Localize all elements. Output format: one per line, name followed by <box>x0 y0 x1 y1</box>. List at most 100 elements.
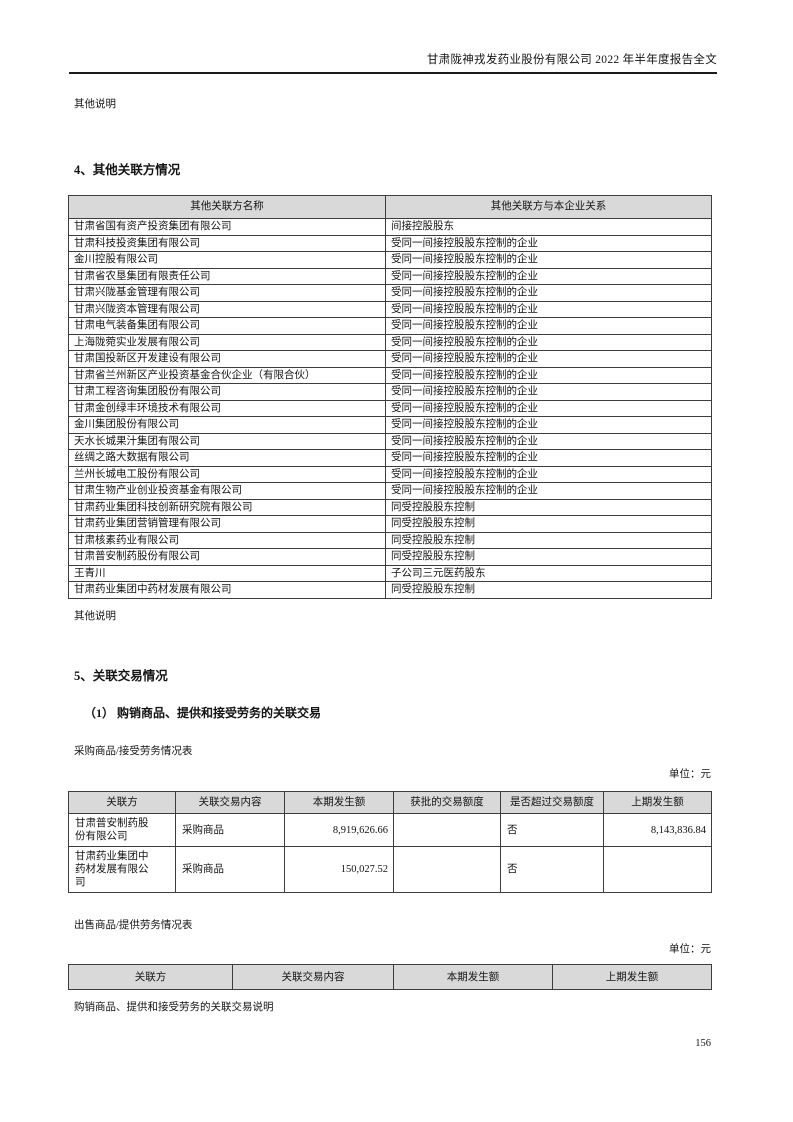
table-header-row: 其他关联方名称 其他关联方与本企业关系 <box>68 195 712 219</box>
column-header: 是否超过交易额度 <box>500 791 604 814</box>
table-row: 甘肃国投新区开发建设有限公司 受同一间接控股股东控制的企业 <box>68 350 712 368</box>
table-row: 甘肃普安制药股份有限公司 采购商品 8,919,626.66 否 8,143,836.8… <box>68 813 712 847</box>
table-row: 甘肃工程咨询集团股份有限公司 受同一间接控股股东控制的企业 <box>68 383 712 401</box>
table-row: 金川控股有限公司 受同一间接控股股东控制的企业 <box>68 251 712 269</box>
table-cell: 8,919,626.66 <box>284 813 394 847</box>
table-cell: 同受控股股东控制 <box>385 515 712 533</box>
column-header: 本期发生额 <box>284 791 394 814</box>
table-cell: 受同一间接控股股东控制的企业 <box>385 267 712 285</box>
table-cell: 受同一间接控股股东控制的企业 <box>385 449 712 467</box>
table-row: 甘肃药业集团科技创新研究院有限公司 同受控股股东控制 <box>68 498 712 516</box>
table-cell: 甘肃药业集团营销管理有限公司 <box>68 515 386 533</box>
table-cell: 甘肃生物产业创业投资基金有限公司 <box>68 482 386 500</box>
other-note-top: 其他说明 <box>74 99 116 110</box>
table-cell: 甘肃省农垦集团有限责任公司 <box>68 267 386 285</box>
purchase-unit-label: 单位：元 <box>669 769 711 780</box>
table-cell: 天水长城果汁集团有限公司 <box>68 432 386 450</box>
table-cell: 受同一间接控股股东控制的企业 <box>385 251 712 269</box>
table-cell: 受同一间接控股股东控制的企业 <box>385 234 712 252</box>
table-row: 甘肃电气装备集团有限公司 受同一间接控股股东控制的企业 <box>68 317 712 335</box>
table-cell: 受同一间接控股股东控制的企业 <box>385 317 712 335</box>
table-cell: 受同一间接控股股东控制的企业 <box>385 366 712 384</box>
column-header: 获批的交易额度 <box>393 791 501 814</box>
column-header: 关联方 <box>68 964 233 990</box>
table-cell: 甘肃工程咨询集团股份有限公司 <box>68 383 386 401</box>
table-cell: 甘肃普安制药股份有限公司 <box>68 813 176 847</box>
table-cell: 受同一间接控股股东控制的企业 <box>385 465 712 483</box>
table-row: 甘肃兴陇基金管理有限公司 受同一间接控股股东控制的企业 <box>68 284 712 302</box>
table-cell: 同受控股股东控制 <box>385 581 712 599</box>
subsection1-title: （1） 购销商品、提供和接受劳务的关联交易 <box>84 706 322 720</box>
column-header: 本期发生额 <box>393 964 553 990</box>
transaction-note: 购销商品、提供和接受劳务的关联交易说明 <box>74 1002 274 1013</box>
table-cell: 金川集团股份有限公司 <box>68 416 386 434</box>
table-cell: 兰州长城电工股份有限公司 <box>68 465 386 483</box>
table-cell: 同受控股股东控制 <box>385 498 712 516</box>
table-cell: 受同一间接控股股东控制的企业 <box>385 300 712 318</box>
column-header: 关联交易内容 <box>175 791 285 814</box>
table-cell <box>603 846 712 893</box>
sales-table: 关联方 关联交易内容 本期发生额 上期发生额 <box>68 964 712 990</box>
table-row: 甘肃核素药业有限公司 同受控股股东控制 <box>68 531 712 549</box>
table-header-row: 关联方 关联交易内容 本期发生额 上期发生额 <box>68 964 712 990</box>
page-header-title: 甘肃陇神戎发药业股份有限公司 2022 年半年度报告全文 <box>426 54 717 66</box>
table-cell: 甘肃兴陇资本管理有限公司 <box>68 300 386 318</box>
table-cell: 受同一间接控股股东控制的企业 <box>385 383 712 401</box>
table-cell: 甘肃金创绿丰环境技术有限公司 <box>68 399 386 417</box>
table-cell: 受同一间接控股股东控制的企业 <box>385 432 712 450</box>
table-cell: 甘肃兴陇基金管理有限公司 <box>68 284 386 302</box>
table-cell: 受同一间接控股股东控制的企业 <box>385 416 712 434</box>
column-header: 其他关联方名称 <box>68 195 386 219</box>
table-cell: 甘肃省兰州新区产业投资基金合伙企业（有限合伙） <box>68 366 386 384</box>
table-cell: 受同一间接控股股东控制的企业 <box>385 399 712 417</box>
table-row: 甘肃普安制药股份有限公司 同受控股股东控制 <box>68 548 712 566</box>
table-cell: 间接控股股东 <box>385 218 712 236</box>
table-row: 王青川 子公司三元医药股东 <box>68 564 712 582</box>
table-row: 甘肃兴陇资本管理有限公司 受同一间接控股股东控制的企业 <box>68 300 712 318</box>
purchase-table: 关联方 关联交易内容 本期发生额 获批的交易额度 是否超过交易额度 上期发生额 甘肃普安制药… <box>68 791 712 893</box>
related-party-table: 其他关联方名称 其他关联方与本企业关系 甘肃省国有资产投资集团有限公司 间接控股股东甘… <box>68 195 712 599</box>
table-row: 上海陇菀实业发展有限公司 受同一间接控股股东控制的企业 <box>68 333 712 351</box>
table-row: 甘肃省国有资产投资集团有限公司 间接控股股东 <box>68 218 712 236</box>
table-cell: 受同一间接控股股东控制的企业 <box>385 482 712 500</box>
table-row: 甘肃金创绿丰环境技术有限公司 受同一间接控股股东控制的企业 <box>68 399 712 417</box>
table-header-row: 关联方 关联交易内容 本期发生额 获批的交易额度 是否超过交易额度 上期发生额 <box>68 791 712 814</box>
table-cell: 甘肃普安制药股份有限公司 <box>68 548 386 566</box>
table-cell: 金川控股有限公司 <box>68 251 386 269</box>
table-cell: 甘肃科技投资集团有限公司 <box>68 234 386 252</box>
table-row: 兰州长城电工股份有限公司 受同一间接控股股东控制的企业 <box>68 465 712 483</box>
table-row: 丝绸之路大数据有限公司 受同一间接控股股东控制的企业 <box>68 449 712 467</box>
table-cell: 150,027.52 <box>284 846 394 893</box>
table-cell: 甘肃核素药业有限公司 <box>68 531 386 549</box>
section5-title: 5、关联交易情况 <box>74 669 168 683</box>
table-cell: 子公司三元医药股东 <box>385 564 712 582</box>
table-cell: 否 <box>500 846 604 893</box>
column-header: 关联交易内容 <box>232 964 394 990</box>
table-cell: 丝绸之路大数据有限公司 <box>68 449 386 467</box>
table-row: 甘肃省农垦集团有限责任公司 受同一间接控股股东控制的企业 <box>68 267 712 285</box>
table-cell: 甘肃药业集团中药材发展有限公司 <box>68 846 176 893</box>
table-cell: 同受控股股东控制 <box>385 531 712 549</box>
column-header: 其他关联方与本企业关系 <box>385 195 712 219</box>
table-row: 天水长城果汁集团有限公司 受同一间接控股股东控制的企业 <box>68 432 712 450</box>
table-row: 甘肃省兰州新区产业投资基金合伙企业（有限合伙） 受同一间接控股股东控制的企业 <box>68 366 712 384</box>
table-cell: 王青川 <box>68 564 386 582</box>
other-note-mid: 其他说明 <box>74 611 116 622</box>
table-cell: 受同一间接控股股东控制的企业 <box>385 350 712 368</box>
sales-table-caption: 出售商品/提供劳务情况表 <box>74 920 193 931</box>
section4-title: 4、其他关联方情况 <box>74 163 181 177</box>
table-cell: 上海陇菀实业发展有限公司 <box>68 333 386 351</box>
table-cell: 甘肃电气装备集团有限公司 <box>68 317 386 335</box>
table-cell: 受同一间接控股股东控制的企业 <box>385 333 712 351</box>
table-cell: 同受控股股东控制 <box>385 548 712 566</box>
table-cell <box>393 813 501 847</box>
page-number: 156 <box>695 1038 711 1049</box>
column-header: 上期发生额 <box>552 964 712 990</box>
header-divider-rule <box>69 72 717 74</box>
table-cell <box>393 846 501 893</box>
table-cell: 甘肃药业集团中药材发展有限公司 <box>68 581 386 599</box>
table-cell: 甘肃省国有资产投资集团有限公司 <box>68 218 386 236</box>
table-cell: 否 <box>500 813 604 847</box>
table-cell: 采购商品 <box>175 813 285 847</box>
